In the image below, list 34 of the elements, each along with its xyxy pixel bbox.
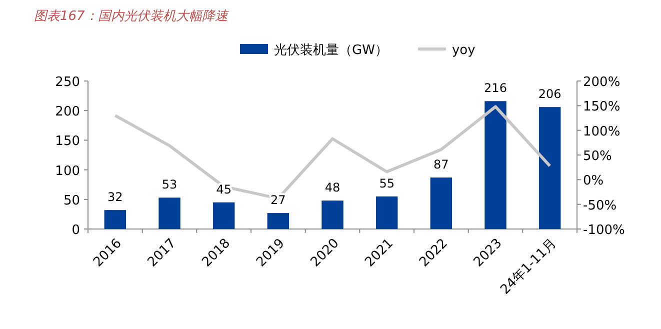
y2-tick-label: 200% <box>583 75 620 90</box>
y2-tick-label: 50% <box>583 149 612 164</box>
y2-tick-label: -100% <box>583 223 625 238</box>
y-tick-label: 0 <box>72 223 80 238</box>
data-label: 206 <box>538 87 562 102</box>
bar <box>538 107 561 229</box>
legend-label: yoy <box>452 43 476 58</box>
data-label: 216 <box>484 81 507 96</box>
y-tick-label: 150 <box>55 134 80 150</box>
data-label: 48 <box>324 180 340 195</box>
data-label: 53 <box>162 178 178 192</box>
y2-tick-label: 150% <box>583 100 620 115</box>
legend-label: 光伏装机量（GW） <box>274 43 388 58</box>
y2-tick-label: -50% <box>583 198 617 214</box>
bar <box>322 200 344 229</box>
y-tick-label: 250 <box>55 75 80 90</box>
bar <box>484 101 506 229</box>
data-label: 45 <box>216 182 232 196</box>
y2-tick-label: 0% <box>583 174 604 189</box>
y-tick-label: 50 <box>63 193 80 208</box>
bar <box>212 202 235 229</box>
bar <box>430 177 452 229</box>
data-label: 27 <box>270 193 286 208</box>
bar <box>267 213 290 229</box>
y2-tick-label: 100% <box>583 124 620 140</box>
bar <box>158 198 180 229</box>
data-label: 55 <box>379 176 394 190</box>
chart-title: 图表167：国内光伏装机大幅降速 <box>34 9 229 24</box>
data-label: 32 <box>108 190 123 204</box>
y-tick-label: 100 <box>55 164 80 179</box>
y-tick-label: 200 <box>55 104 80 120</box>
data-label: 87 <box>434 157 449 172</box>
bar <box>104 210 126 229</box>
bar <box>376 196 398 229</box>
